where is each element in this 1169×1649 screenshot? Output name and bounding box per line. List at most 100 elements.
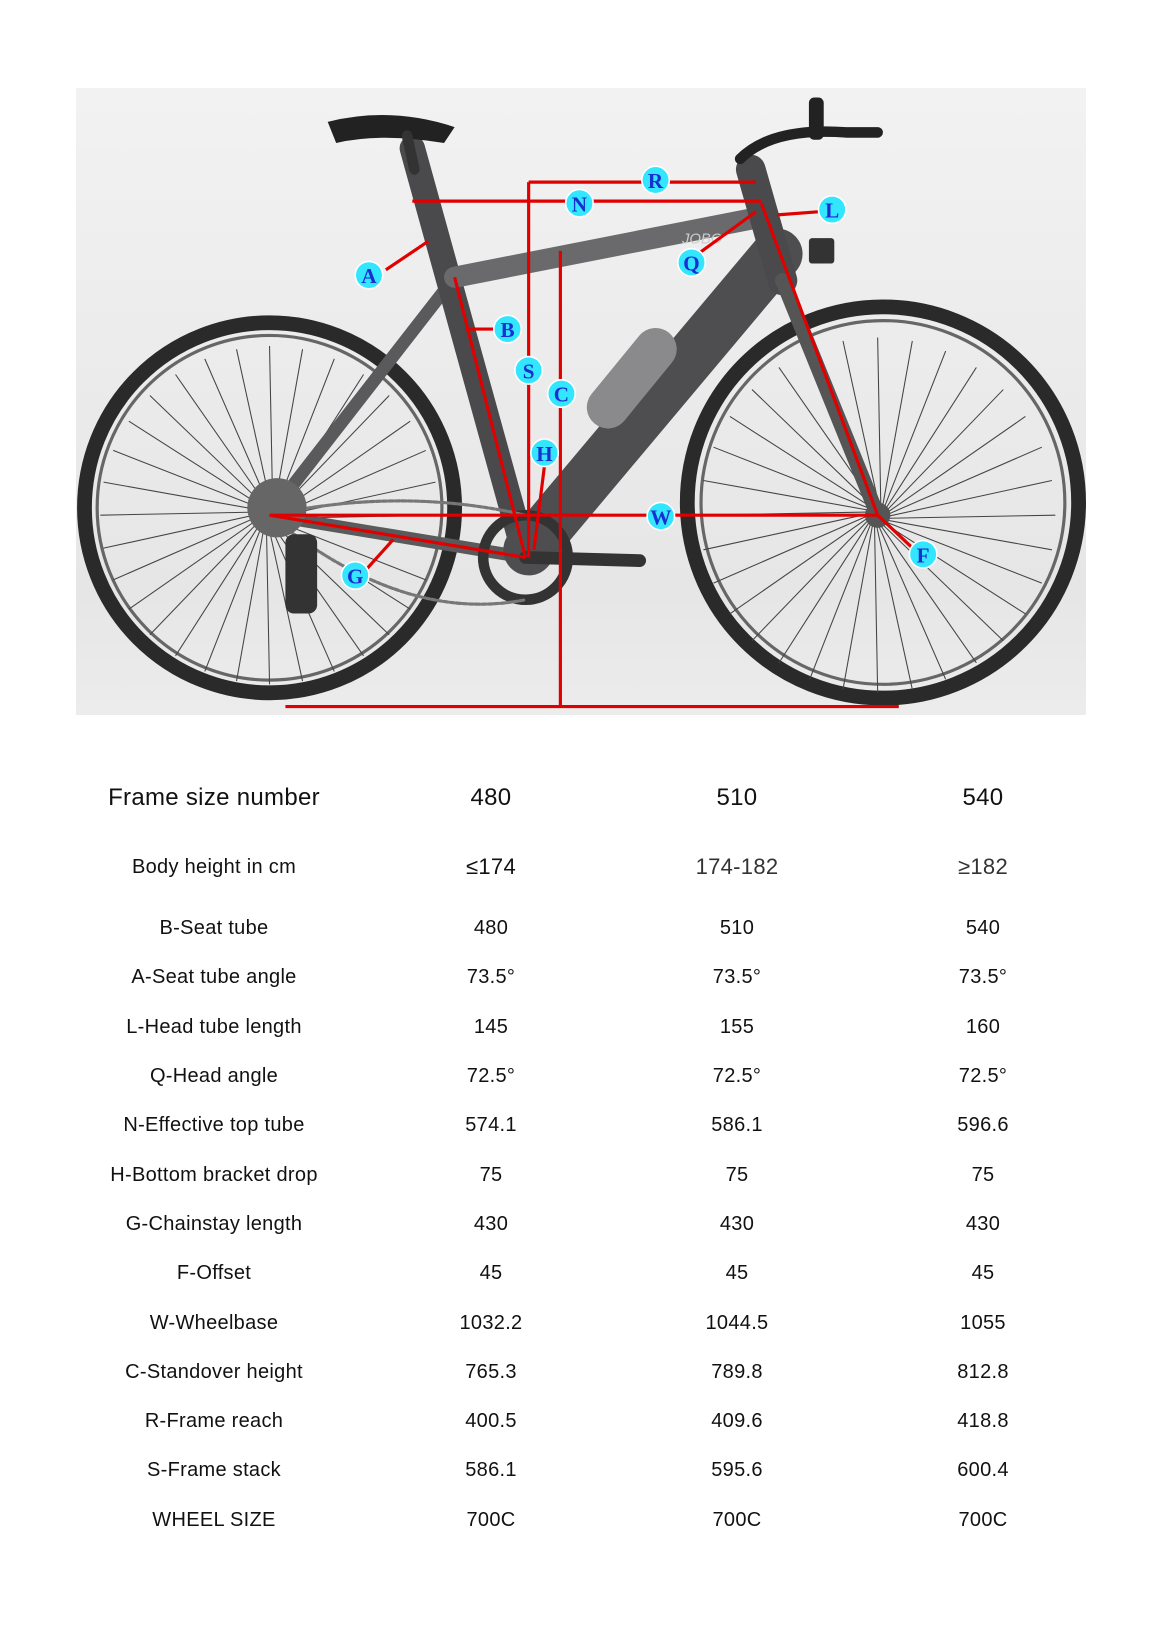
cell: 1032.2 bbox=[459, 1311, 523, 1334]
cell: 595.6 bbox=[711, 1459, 763, 1482]
front-wheel bbox=[679, 299, 1086, 706]
svg-text:B: B bbox=[500, 318, 514, 342]
cell: 430 bbox=[965, 1212, 1001, 1235]
table-header-row: Frame size number 480 510 540 bbox=[60, 766, 1106, 830]
cell: 418.8 bbox=[957, 1410, 1009, 1433]
cell: 75 bbox=[479, 1163, 503, 1186]
row-label: Body height in cm bbox=[131, 855, 297, 878]
cell: 430 bbox=[473, 1212, 509, 1235]
cell: 1044.5 bbox=[705, 1311, 769, 1334]
cell: 45 bbox=[725, 1262, 749, 1285]
svg-text:F: F bbox=[917, 543, 930, 567]
cell: 480 bbox=[473, 917, 509, 940]
cell: 72.5° bbox=[712, 1065, 762, 1088]
dimension-label-r: R bbox=[641, 165, 671, 195]
svg-text:S: S bbox=[523, 359, 535, 383]
cell: 540 bbox=[965, 917, 1001, 940]
cell: 72.5° bbox=[466, 1065, 516, 1088]
table-row: G-Chainstay length 430 430 430 bbox=[60, 1200, 1106, 1249]
cell: 765.3 bbox=[465, 1360, 517, 1383]
dimension-label-b: B bbox=[492, 314, 523, 344]
svg-text:A: A bbox=[361, 264, 377, 288]
cell: 73.5° bbox=[712, 966, 762, 989]
table-row: L-Head tube length 145 155 160 bbox=[60, 1003, 1106, 1052]
table-row: C-Standover height 765.3 789.8 812.8 bbox=[60, 1348, 1106, 1397]
table-row: N-Effective top tube 574.1 586.1 596.6 bbox=[60, 1101, 1106, 1150]
cell: 700C bbox=[712, 1508, 762, 1531]
body-height-row: Body height in cm ≤174 174-182 ≥182 bbox=[60, 830, 1106, 904]
cell: 409.6 bbox=[711, 1410, 763, 1433]
cell: 155 bbox=[719, 1015, 755, 1038]
cell: 1055 bbox=[960, 1311, 1006, 1334]
cell: 812.8 bbox=[957, 1360, 1009, 1383]
header-size: 480 bbox=[470, 784, 512, 811]
row-label: G-Chainstay length bbox=[125, 1212, 303, 1235]
dimension-label-h: H bbox=[529, 438, 560, 468]
row-label: H-Bottom bracket drop bbox=[110, 1163, 318, 1186]
cell: 700C bbox=[466, 1508, 516, 1531]
cell: 596.6 bbox=[957, 1114, 1009, 1137]
cell: 145 bbox=[473, 1015, 509, 1038]
cell: 400.5 bbox=[465, 1410, 517, 1433]
dimension-label-q: Q bbox=[676, 247, 707, 277]
row-label: F-Offset bbox=[176, 1262, 252, 1285]
dimension-labels: A BSC H W G F N R L Q bbox=[340, 165, 938, 590]
cell: 430 bbox=[719, 1212, 755, 1235]
rear-wheel bbox=[77, 315, 463, 701]
dimension-label-c: C bbox=[546, 379, 576, 409]
table-row: F-Offset 45 45 45 bbox=[60, 1249, 1106, 1298]
cell: 160 bbox=[965, 1015, 1001, 1038]
cell: 510 bbox=[719, 917, 755, 940]
cell: 586.1 bbox=[711, 1114, 763, 1137]
table-row: W-Wheelbase 1032.2 1044.5 1055 bbox=[60, 1298, 1106, 1347]
svg-text:R: R bbox=[648, 169, 664, 193]
table-row: A-Seat tube angle 73.5° 73.5° 73.5° bbox=[60, 953, 1106, 1002]
row-label: N-Effective top tube bbox=[123, 1114, 305, 1137]
cell: 600.4 bbox=[957, 1459, 1009, 1482]
row-label: WHEEL SIZE bbox=[152, 1508, 276, 1531]
svg-text:G: G bbox=[347, 564, 363, 588]
table-row: WHEEL SIZE 700C 700C 700C bbox=[60, 1496, 1106, 1545]
row-label: W-Wheelbase bbox=[149, 1311, 279, 1334]
row-label: S-Frame stack bbox=[147, 1459, 281, 1482]
cell: 75 bbox=[971, 1163, 995, 1186]
row-label: R-Frame reach bbox=[144, 1410, 284, 1433]
svg-text:C: C bbox=[554, 383, 569, 407]
dimension-label-f: F bbox=[908, 539, 938, 569]
geometry-table: Frame size number 480 510 540 Body heigh… bbox=[60, 766, 1106, 1545]
table-row: H-Bottom bracket drop 75 75 75 bbox=[60, 1150, 1106, 1199]
svg-text:Q: Q bbox=[683, 252, 699, 276]
dimension-label-l: L bbox=[817, 195, 847, 225]
cell: 574.1 bbox=[465, 1114, 517, 1137]
table-row: S-Frame stack 586.1 595.6 600.4 bbox=[60, 1446, 1106, 1495]
cell: 73.5° bbox=[466, 966, 516, 989]
svg-text:N: N bbox=[572, 192, 587, 216]
cell: 174-182 bbox=[695, 854, 779, 879]
header-label: Frame size number bbox=[108, 784, 320, 811]
cell: 586.1 bbox=[465, 1459, 517, 1482]
row-label: B-Seat tube bbox=[159, 917, 269, 940]
table-row: Q-Head angle 72.5° 72.5° 72.5° bbox=[60, 1052, 1106, 1101]
table-row: R-Frame reach 400.5 409.6 418.8 bbox=[60, 1397, 1106, 1446]
cell: ≤174 bbox=[466, 854, 516, 879]
header-size: 510 bbox=[716, 784, 758, 811]
bike-frame: JOBO bbox=[247, 97, 886, 614]
svg-text:L: L bbox=[825, 199, 839, 223]
dimension-label-s: S bbox=[514, 355, 544, 385]
table-row: B-Seat tube 480 510 540 bbox=[60, 904, 1106, 953]
row-label: L-Head tube length bbox=[126, 1015, 302, 1038]
dimension-label-w: W bbox=[646, 501, 676, 531]
dimension-label-n: N bbox=[564, 188, 594, 218]
dimension-label-g: G bbox=[340, 560, 370, 590]
row-label: A-Seat tube angle bbox=[131, 966, 297, 989]
cell: ≥182 bbox=[958, 854, 1008, 879]
svg-text:W: W bbox=[650, 505, 671, 529]
cell: 45 bbox=[479, 1262, 503, 1285]
cell: 73.5° bbox=[958, 966, 1008, 989]
dimension-label-a: A bbox=[354, 260, 384, 290]
svg-text:H: H bbox=[536, 442, 553, 466]
row-label: C-Standover height bbox=[125, 1360, 303, 1383]
bike-illustration: JOBO A BSC H W G F N R L Q bbox=[77, 97, 1086, 709]
cell: 75 bbox=[725, 1163, 749, 1186]
